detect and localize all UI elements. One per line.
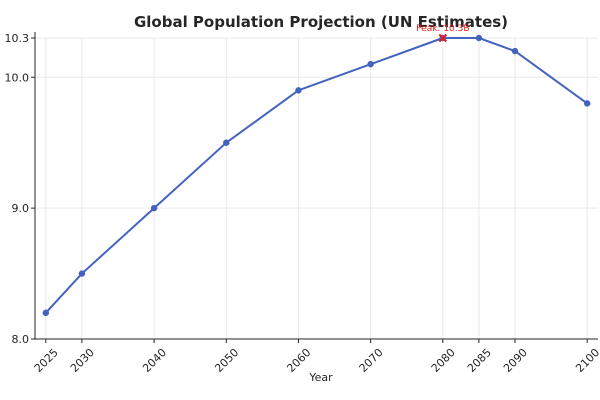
x-tick-label: 2025 (32, 346, 61, 375)
peak-marker (438, 33, 448, 43)
tick-marks (31, 37, 588, 343)
annotation: Peak: 10.3B (416, 24, 470, 43)
data-point (475, 34, 483, 42)
y-tick-label: 10.3 (5, 32, 30, 45)
x-tick-label: 2090 (501, 346, 530, 375)
chart-title: Global Population Projection (UN Estimat… (134, 13, 508, 31)
y-tick-label: 10.0 (5, 71, 30, 84)
data-series (42, 34, 591, 317)
data-point (42, 309, 50, 317)
data-point (583, 100, 591, 107)
grid-lines (35, 37, 598, 340)
peak-label: Peak: 10.3B (416, 24, 469, 34)
x-tick-label: 2050 (212, 346, 241, 375)
data-point (78, 270, 86, 277)
x-tick-label: 2100 (573, 346, 600, 375)
x-tick-label: 2040 (140, 346, 169, 375)
y-tick-label: 9.0 (12, 202, 30, 215)
data-point (295, 87, 302, 94)
x-tick-label: 2085 (465, 346, 494, 375)
data-point (223, 139, 230, 146)
y-tick-label: 8.0 (12, 333, 30, 346)
axes (34, 32, 598, 340)
data-point (367, 60, 374, 68)
x-axis-label: Year (308, 371, 333, 384)
data-point (150, 204, 158, 212)
x-tick-label: 2070 (357, 346, 386, 375)
x-tick-label: 2030 (68, 346, 97, 375)
data-point (511, 47, 519, 55)
series-line (44, 37, 589, 314)
x-tick-label: 2080 (429, 346, 458, 375)
